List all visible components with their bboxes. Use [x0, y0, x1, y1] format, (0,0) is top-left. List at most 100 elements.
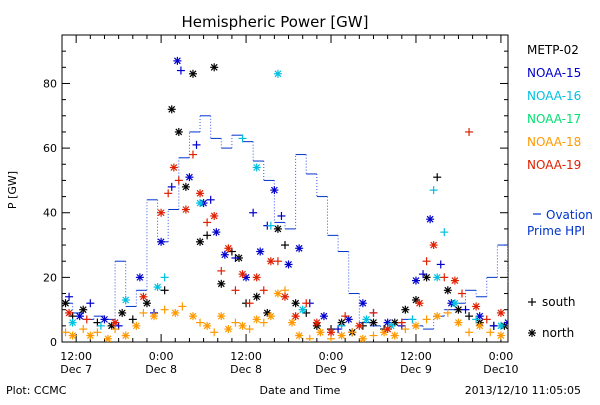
point-metp-02-south: [160, 286, 169, 295]
point-noaa-19-north: [252, 273, 261, 282]
point-noaa-16-south: [266, 221, 275, 230]
marker-stroke: [412, 277, 420, 285]
point-noaa-18-south: [160, 305, 169, 314]
point-noaa-19-north: [522, 206, 530, 214]
point-noaa-19-south: [164, 189, 173, 198]
marker-stroke: [143, 299, 151, 307]
marker-stroke: [497, 309, 505, 317]
x-axis-label: Date and Time: [260, 384, 341, 397]
marker-stroke: [526, 249, 532, 255]
marker-stroke: [433, 273, 441, 281]
point-metp-02-south: [203, 231, 212, 240]
y-tick-label: 40: [43, 207, 57, 220]
point-noaa-19-south: [259, 286, 268, 295]
x-tick-label-date: Dec 9: [315, 363, 347, 376]
point-noaa-18-north: [188, 312, 197, 321]
point-noaa-18-south: [210, 328, 219, 337]
point-metp-02-south: [433, 173, 442, 182]
point-noaa-19-north: [157, 208, 166, 217]
marker-stroke: [327, 328, 335, 336]
marker-stroke: [451, 299, 459, 307]
marker-stroke: [154, 283, 161, 291]
point-noaa-18-north: [252, 315, 261, 324]
point-noaa-19-north: [65, 308, 74, 317]
marker-stroke: [455, 319, 462, 327]
y-tick-label: 80: [43, 77, 57, 90]
point-noaa-16-south: [238, 134, 247, 143]
marker-stroke: [104, 335, 112, 342]
marker-stroke: [412, 322, 420, 330]
point-noaa-15-south: [206, 195, 215, 204]
point-noaa-19-south: [465, 127, 474, 136]
point-metp-02-north: [118, 308, 127, 317]
x-tick-label-date: Dec 8: [230, 363, 262, 376]
marker-stroke: [533, 261, 539, 267]
marker-stroke: [384, 325, 392, 333]
point-metp-02-north: [62, 299, 70, 308]
point-noaa-16-north: [532, 267, 540, 275]
x-tick-label-time: 0:00: [319, 350, 344, 363]
marker-stroke: [139, 293, 147, 301]
x-tick-label-time: 12:00: [230, 350, 262, 363]
point-metp-02-north: [273, 224, 282, 233]
marker-stroke: [189, 70, 197, 78]
point-noaa-15-south: [192, 140, 201, 149]
point-noaa-18-north: [238, 321, 247, 330]
point-noaa-19-south: [397, 318, 406, 327]
marker-stroke: [497, 322, 505, 330]
point-noaa-19-south: [245, 299, 254, 308]
point-noaa-19-north: [429, 241, 438, 250]
marker-stroke: [132, 322, 140, 330]
marker-stroke: [267, 312, 275, 320]
plot-timestamp: 2013/12/10 11:05:05: [465, 384, 581, 397]
marker-stroke: [263, 309, 271, 317]
marker-stroke: [516, 300, 522, 306]
y-axis-label: P [GW]: [6, 171, 19, 209]
point-noaa-18-south: [79, 325, 88, 334]
point-noaa-16-north: [387, 321, 396, 330]
point-noaa-19-north: [450, 276, 459, 285]
point-noaa-16-south: [96, 321, 105, 330]
point-noaa-18-south: [443, 308, 452, 317]
marker-stroke: [168, 105, 176, 113]
plot-frame: [61, 34, 509, 343]
point-noaa-18-south: [139, 308, 148, 317]
point-noaa-19-south: [529, 254, 537, 262]
point-noaa-18-north: [266, 312, 275, 321]
marker-stroke: [295, 332, 303, 339]
marker-stroke: [444, 286, 452, 294]
marker-stroke: [175, 128, 183, 136]
point-noaa-15-south: [231, 253, 240, 262]
x-tick-label-date: Dec 9: [400, 363, 432, 376]
marker-stroke: [320, 312, 328, 320]
marker-stroke: [391, 332, 399, 339]
point-noaa-16-north: [121, 295, 130, 304]
point-noaa-15-south: [65, 292, 74, 301]
marker-stroke: [537, 287, 543, 293]
point-noaa-15-north: [75, 312, 84, 321]
point-noaa-16-south: [511, 293, 519, 301]
marker-stroke: [136, 273, 144, 281]
point-noaa-19-north: [355, 321, 364, 330]
x-tick-label-date: Dec 7: [60, 363, 92, 376]
point-noaa-15-north: [256, 247, 265, 256]
point-noaa-18-north: [150, 312, 159, 321]
point-noaa-18-north: [390, 331, 399, 340]
marker-stroke: [519, 316, 525, 322]
marker-stroke: [288, 319, 296, 327]
y-tick-label: 20: [43, 271, 57, 284]
point-noaa-16-south: [440, 228, 449, 237]
marker-stroke: [274, 225, 282, 233]
marker-stroke: [69, 319, 77, 327]
marker-stroke: [528, 329, 536, 337]
point-noaa-18-north: [104, 334, 113, 342]
point-noaa-19-north: [196, 189, 205, 198]
point-noaa-18-north: [132, 321, 141, 330]
point-noaa-19-north: [169, 163, 178, 172]
point-noaa-15-north: [295, 244, 304, 253]
point-noaa-15-south: [489, 321, 498, 330]
marker-stroke: [253, 315, 261, 323]
x-tick-label-date: Dec 8: [145, 363, 177, 376]
